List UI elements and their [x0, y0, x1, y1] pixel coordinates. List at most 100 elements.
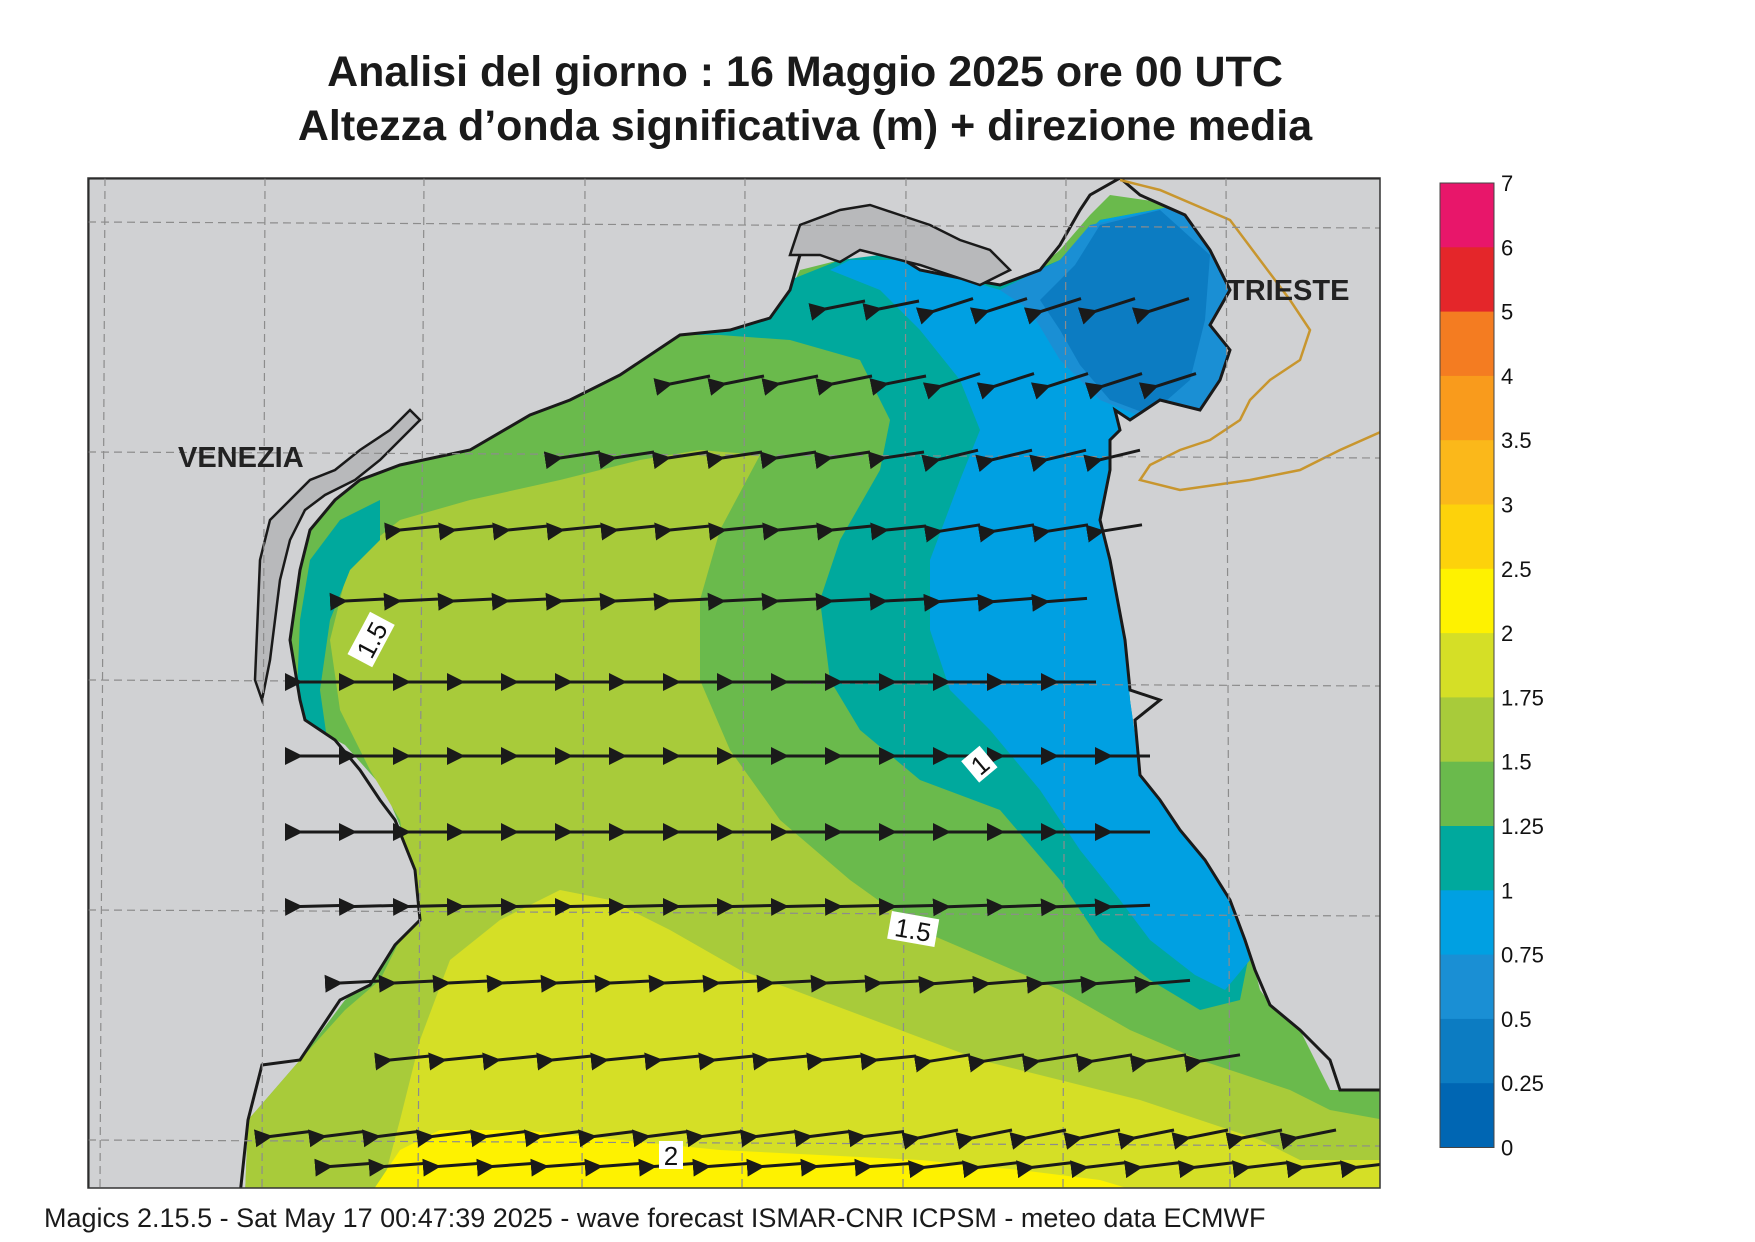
city-label-venezia: VENEZIA — [178, 442, 304, 474]
wave-direction-arrow — [1286, 1160, 1343, 1179]
wave-direction-arrow — [600, 522, 657, 541]
contour-label-text: 2 — [664, 1141, 678, 1171]
legend-swatch — [1440, 375, 1494, 441]
legend-tick-label: 0.25 — [1501, 1071, 1544, 1096]
wave-direction-arrow — [977, 523, 1035, 543]
wave-direction-arrow — [1016, 1160, 1073, 1179]
wave-direction-arrow — [476, 1158, 533, 1177]
legend-swatch — [1440, 954, 1494, 1020]
legend-frame — [1439, 182, 1495, 1148]
wave-direction-arrow — [1021, 1053, 1079, 1073]
wave-direction-arrow — [1030, 372, 1089, 400]
wave-direction-arrow — [651, 450, 709, 470]
color-legend: 7 6 5 4 3.5 3 2.5 2 1.75 1.5 1.25 1 0.75 0.5 0.25 0 — [1439, 171, 1544, 1161]
wave-direction-arrow — [523, 1129, 581, 1148]
legend-tick-label: 3 — [1501, 493, 1513, 518]
wave-direction-arrow — [469, 1129, 527, 1148]
wave-direction-arrow — [554, 897, 611, 916]
wave-direction-arrow — [415, 1129, 473, 1148]
legend-tick-label: 2 — [1501, 621, 1513, 646]
wave-direction-arrow — [1134, 975, 1191, 994]
legend-tick-label: 0.75 — [1501, 943, 1544, 968]
wave-direction-arrow — [1031, 523, 1089, 543]
wave-direction-arrow — [437, 592, 494, 611]
wave-direction-arrow — [648, 974, 705, 993]
legend-tick-label: 6 — [1501, 235, 1513, 260]
wave-direction-arrow — [491, 592, 548, 611]
wave-direction-arrow — [923, 523, 981, 543]
wave-direction-arrow — [631, 1129, 689, 1148]
map-frame — [87, 177, 1381, 1189]
wave-direction-arrow — [808, 299, 866, 321]
wave-direction-arrow — [1225, 1128, 1283, 1150]
wave-direction-arrow — [1183, 1053, 1241, 1073]
legend-tick-label: 1.25 — [1501, 814, 1544, 839]
wave-direction-arrow — [762, 522, 819, 541]
legend-tick-label: 1 — [1501, 878, 1513, 903]
wave-direction-arrow — [608, 897, 665, 916]
wave-direction-arrow — [1279, 1128, 1337, 1150]
wave-direction-arrow — [816, 522, 873, 541]
wave-direction-arrow — [1080, 975, 1137, 994]
contour-label-text: 1.5 — [893, 912, 934, 948]
wave-direction-arrow — [986, 898, 1043, 917]
wave-direction-arrow — [847, 1129, 905, 1148]
wave-direction-arrow — [815, 592, 872, 611]
wave-direction-arrow — [878, 897, 935, 916]
wave-direction-arrow — [482, 1052, 539, 1071]
wave-direction-arrow — [1131, 297, 1190, 325]
wave-direction-arrow — [324, 974, 381, 993]
wave-direction-arrow — [756, 974, 813, 993]
wave-direction-arrow — [653, 592, 710, 611]
wave-direction-arrow — [597, 450, 655, 470]
wave-direction-arrow — [705, 450, 763, 470]
wave-direction-arrow — [1031, 593, 1088, 612]
wave-direction-arrow — [307, 1129, 365, 1148]
wave-direction-arrow — [922, 372, 981, 400]
wave-direction-arrow — [860, 1052, 917, 1071]
wave-direction-arrow — [253, 1129, 311, 1148]
wave-direction-arrow — [708, 522, 765, 541]
wave-direction-arrow — [1124, 1160, 1181, 1179]
wave-direction-arrow — [530, 1158, 587, 1177]
wave-direction-arrow — [1085, 523, 1143, 543]
wave-direction-arrow — [759, 450, 817, 470]
wave-direction-arrow — [1171, 1128, 1229, 1150]
wave-direction-arrow — [716, 897, 773, 916]
legend-swatch — [1440, 697, 1494, 763]
legend-tick-label: 0.5 — [1501, 1007, 1532, 1032]
band-0.25-0.5m — [1040, 210, 1210, 415]
wave-direction-arrow — [870, 522, 927, 541]
legend-tick-label: 5 — [1501, 300, 1513, 325]
wave-direction-arrow — [975, 448, 1033, 473]
wave-direction-arrow — [338, 897, 395, 916]
wave-direction-arrow — [761, 374, 819, 396]
wave-direction-arrow — [955, 1128, 1013, 1150]
wave-direction-arrow — [368, 1158, 425, 1177]
wave-direction-arrow — [698, 1052, 755, 1071]
wave-direction-arrow — [869, 592, 926, 611]
wave-direction-arrow — [932, 898, 989, 917]
wave-direction-arrow — [662, 897, 719, 916]
legend-swatch — [1440, 504, 1494, 570]
wave-direction-arrow — [806, 1052, 863, 1071]
wave-direction-arrow — [793, 1129, 851, 1148]
wave-direction-arrow — [594, 974, 651, 993]
legend-swatch — [1440, 183, 1494, 248]
wave-direction-arrow — [392, 897, 449, 916]
map-title-line1: Analisi del giorno : 16 Maggio 2025 ore … — [327, 48, 1283, 96]
wave-direction-arrow — [1094, 898, 1151, 917]
wave-direction-arrow — [746, 1158, 803, 1177]
wave-direction-arrow — [546, 522, 603, 541]
legend-swatch — [1440, 440, 1494, 505]
wave-direction-arrow — [654, 522, 711, 541]
wave-direction-arrow — [977, 593, 1034, 612]
national-border — [1119, 178, 1380, 492]
wave-direction-arrow — [1070, 1160, 1127, 1179]
wave-direction-arrow — [864, 974, 921, 993]
wave-direction-arrow — [908, 1160, 965, 1179]
legend-swatch — [1440, 826, 1494, 891]
wave-direction-arrow — [913, 1053, 971, 1073]
coastal-band-venezia — [295, 500, 380, 800]
wave-direction-arrow — [543, 450, 601, 470]
